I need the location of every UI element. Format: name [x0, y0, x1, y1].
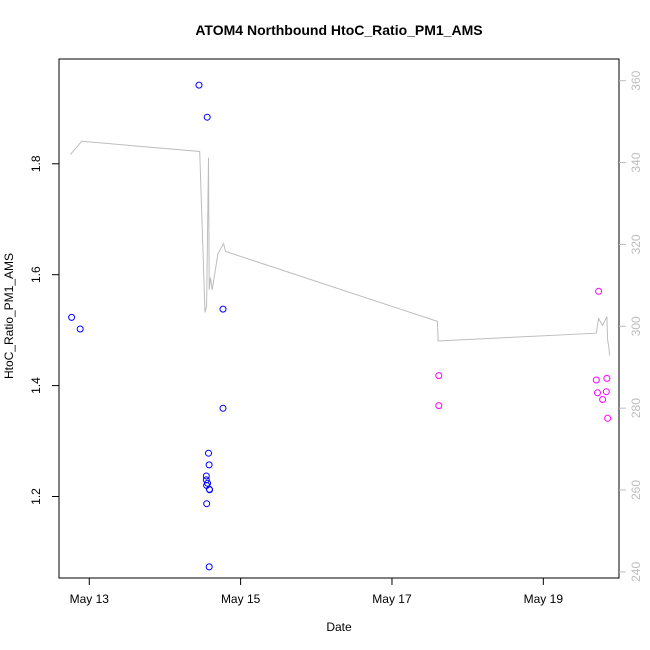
data-point-series-2: [604, 414, 612, 422]
data-point-series-2: [594, 389, 601, 397]
y-axis-left: 1.2 1.4 1.6 1.8: [29, 155, 59, 505]
y2-tick-label: 280: [629, 398, 643, 418]
data-point-series-1: [195, 81, 203, 89]
data-point-series-1: [219, 404, 227, 412]
data-point-series-2: [435, 402, 443, 410]
data-point-series-1: [219, 305, 227, 313]
x-axis-label: Date: [326, 620, 352, 634]
data-point-series-1: [204, 479, 212, 487]
y2-tick-label: 260: [629, 480, 643, 500]
data-points: [68, 81, 612, 571]
y2-tick-label: 320: [629, 234, 643, 254]
plot-frame-group: [58, 58, 620, 579]
data-point-series-1: [205, 449, 212, 457]
y-tick-label: 1.4: [29, 377, 43, 394]
y2-tick-label: 340: [629, 152, 643, 172]
x-axis: May 13 May 15 May 17 May 19: [70, 578, 564, 606]
data-point-series-2: [602, 388, 610, 396]
y2-tick-label: 240: [629, 562, 643, 582]
data-point-series-2: [603, 374, 611, 382]
data-point-series-2: [435, 372, 443, 380]
y-axis-right: 240 260 280 300 320 340 360: [619, 70, 643, 582]
data-point-series-1: [205, 563, 213, 571]
y-tick-label: 1.6: [29, 266, 43, 283]
data-point-series-2: [592, 376, 600, 384]
chart-title: ATOM4 Northbound HtoC_Ratio_PM1_AMS: [195, 22, 482, 38]
x-tick-label: May 17: [372, 592, 412, 606]
data-point-series-1: [76, 325, 84, 333]
data-point-series-2: [595, 287, 603, 295]
data-point-series-1: [206, 486, 214, 494]
y-tick-label: 1.8: [29, 155, 43, 172]
x-tick-label: May 19: [524, 592, 564, 606]
right-axis-series-line: [70, 140, 610, 356]
plot-frame: [58, 58, 620, 579]
right-axis-line: [70, 140, 610, 356]
y2-tick-label: 360: [629, 70, 643, 90]
data-point-series-1: [202, 472, 210, 480]
data-point-series-1: [203, 113, 211, 121]
y-axis-label: HtoC_Ratio_PM1_AMS: [2, 253, 16, 379]
data-point-series-2: [599, 396, 607, 403]
data-point-series-1: [203, 500, 211, 508]
data-point-series-1: [68, 313, 76, 321]
data-point-series-1: [205, 461, 213, 469]
x-tick-label: May 15: [221, 592, 261, 606]
x-tick-label: May 13: [70, 592, 110, 606]
y-tick-label: 1.2: [29, 488, 43, 505]
y2-tick-label: 300: [629, 316, 643, 336]
